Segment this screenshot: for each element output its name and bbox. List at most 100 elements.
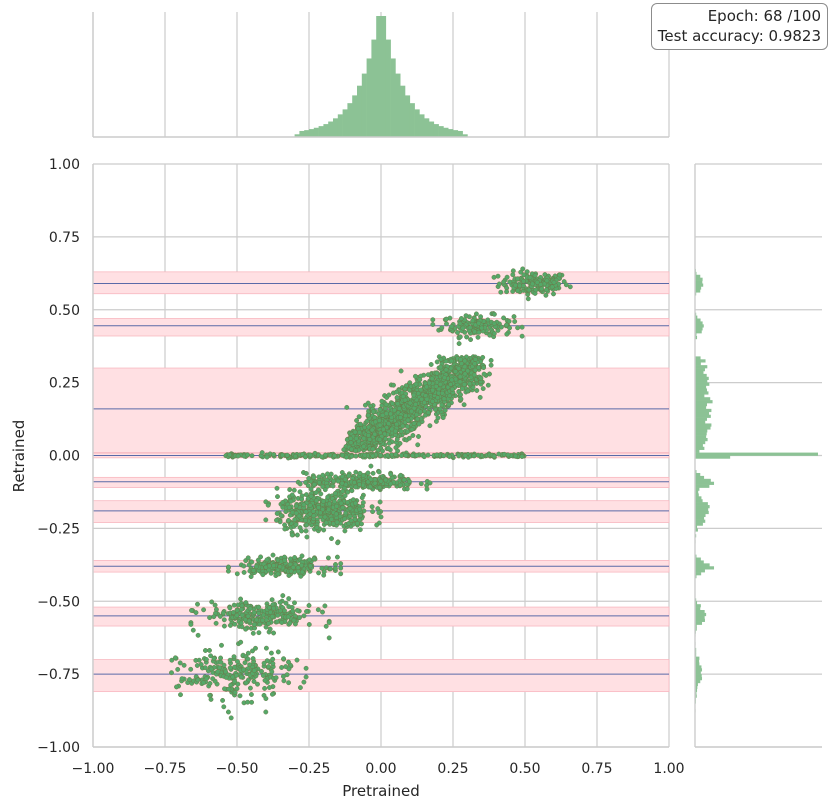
scatter-point — [287, 487, 293, 493]
scatter-point — [251, 568, 257, 574]
scatter-point — [519, 333, 525, 339]
scatter-point — [316, 570, 322, 576]
scatter-point — [491, 274, 497, 280]
scatter-point — [207, 692, 213, 698]
scatter-point — [453, 369, 459, 375]
x-hist-bar — [376, 16, 382, 137]
scatter-point — [251, 668, 257, 674]
scatter-point — [253, 564, 259, 570]
scatter-point — [474, 388, 480, 393]
scatter-point — [256, 604, 262, 610]
scatter-point — [232, 679, 238, 685]
scatter-point — [359, 495, 365, 501]
scatter-point — [299, 528, 304, 534]
scatter-point — [424, 384, 430, 390]
scatter-point — [430, 322, 436, 327]
y-hist-bar — [695, 452, 818, 456]
scatter-point — [274, 511, 280, 516]
scatter-point — [416, 421, 422, 427]
scatter-point — [275, 612, 281, 618]
scatter-point — [376, 469, 382, 475]
x-tick-label: −0.75 — [144, 761, 187, 777]
scatter-point — [234, 571, 240, 577]
scatter-point — [221, 617, 227, 623]
scatter-point — [504, 322, 509, 328]
scatter-point — [367, 436, 373, 442]
scatter-point — [510, 268, 516, 274]
scatter-point — [397, 415, 403, 420]
scatter-point — [348, 435, 354, 441]
scatter-point — [208, 653, 214, 659]
scatter-point — [507, 279, 513, 285]
scatter-point — [286, 680, 292, 686]
y-hist-bar — [695, 440, 706, 445]
x-hist-bar — [405, 95, 411, 137]
scatter-point — [345, 489, 351, 495]
scatter-point — [395, 401, 401, 407]
scatter-point — [198, 662, 204, 667]
scatter-point — [333, 511, 339, 517]
scatter-point — [297, 685, 303, 691]
y-hist-bar — [695, 525, 698, 529]
scatter-point — [292, 600, 297, 606]
y-hist-bar — [695, 286, 702, 290]
scatter-point — [241, 563, 247, 569]
y-hist-bar — [695, 688, 698, 692]
scatter-point — [501, 279, 507, 285]
scatter-point — [478, 314, 484, 320]
scatter-point — [269, 691, 275, 697]
x-hist-bar — [433, 124, 439, 137]
scatter-point — [365, 470, 371, 476]
scatter-point — [342, 476, 348, 482]
x-hist-bar — [381, 16, 387, 137]
y-hist-bar — [695, 513, 706, 518]
scatter-point — [462, 358, 468, 364]
scatter-point — [243, 626, 249, 632]
scatter-point — [223, 669, 229, 675]
scatter-point — [342, 516, 348, 522]
y-hist-bar — [695, 618, 705, 622]
scatter-point — [251, 622, 257, 627]
scatter-point — [491, 311, 497, 317]
scatter-point — [496, 451, 502, 457]
scatter-point — [190, 627, 196, 633]
scatter-point — [238, 607, 244, 613]
axis-spines — [92, 12, 822, 748]
scatter-point — [227, 665, 233, 671]
scatter-point — [250, 630, 256, 636]
x-hist-bar — [443, 127, 449, 137]
y-hist-bar — [695, 685, 698, 689]
scatter-point — [551, 291, 556, 297]
y-hist-bar — [695, 472, 701, 477]
y-tick-label: −0.25 — [37, 521, 80, 537]
x-hist-bar — [328, 121, 334, 137]
y-hist-bar — [695, 289, 701, 293]
scatter-point — [230, 610, 236, 615]
scatter-point — [403, 413, 409, 419]
scatter-point — [335, 540, 341, 546]
scatter-point — [359, 521, 364, 527]
scatter-point — [549, 284, 555, 290]
scatter-point — [298, 573, 304, 579]
y-hist-bar — [695, 449, 700, 453]
scatter-point — [397, 482, 403, 488]
scatter-point — [557, 272, 563, 278]
scatter-point — [391, 407, 397, 413]
scatter-point — [193, 657, 199, 663]
scatter-point — [409, 426, 415, 432]
x-tick-label: 0.25 — [437, 761, 468, 777]
scatter-point — [220, 697, 226, 703]
scatter-point — [169, 670, 174, 676]
scatter-point — [207, 615, 213, 621]
scatter-point — [204, 676, 209, 682]
scatter-point — [210, 676, 216, 682]
y-tick-label: −1.00 — [37, 740, 80, 756]
scatter-point — [317, 510, 323, 516]
y-hist-bar — [695, 394, 705, 398]
y-hist-bar — [695, 694, 697, 698]
y-hist-bar — [695, 493, 699, 497]
scatter-point — [465, 368, 471, 374]
scatter-point — [515, 288, 521, 294]
scatter-point — [376, 510, 382, 516]
x-hist-bar — [457, 130, 463, 137]
